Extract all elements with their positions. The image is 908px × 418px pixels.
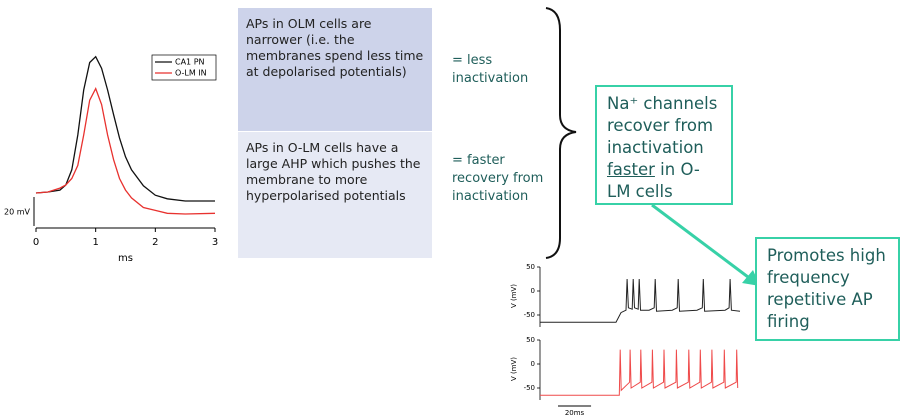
y-tick-label: -50	[524, 384, 535, 392]
legend	[151, 54, 217, 81]
y-axis-label: V (mV)	[510, 284, 518, 308]
scale-bar-label: 20 mV	[4, 208, 31, 217]
callout-text: in O-LM cells	[607, 160, 700, 201]
y-axis-label: V (mV)	[510, 357, 518, 381]
callout-emphasis: faster	[607, 160, 655, 179]
x-axis-label: ms	[118, 253, 133, 264]
callout: Na⁺ channels recover from inactivation f…	[595, 85, 733, 205]
text-box: APs in O-LM cells have a large AHP which…	[238, 132, 432, 258]
x-tick-label: 1	[92, 237, 98, 248]
y-tick-label: 50	[526, 336, 535, 344]
x-tick-label: 2	[152, 237, 158, 248]
legend-label: O-LM IN	[175, 69, 207, 78]
trace	[540, 349, 739, 396]
y-tick-label: 50	[526, 263, 535, 271]
x-tick-label: 0	[33, 237, 39, 248]
trace	[35, 86, 216, 215]
trace	[35, 55, 215, 202]
x-tick-label: 3	[212, 237, 218, 248]
y-tick-label: 0	[531, 360, 535, 368]
arrow	[651, 203, 753, 282]
callout-text: Na⁺ channels recover from inactivation	[607, 94, 718, 157]
result-box: Promotes high frequency repetitive AP fi…	[755, 237, 900, 341]
y-tick-label: 0	[531, 287, 535, 295]
trace	[540, 278, 741, 323]
brace	[545, 7, 577, 259]
y-tick-label: -50	[524, 311, 535, 319]
legend-label: CA1 PN	[175, 58, 205, 67]
scale-bar-label: 20ms	[565, 409, 585, 417]
note: = faster recovery from inactivation	[452, 153, 544, 204]
text-box: APs in OLM cells are narrower (i.e. the …	[238, 8, 432, 131]
note: = less inactivation	[452, 53, 529, 86]
